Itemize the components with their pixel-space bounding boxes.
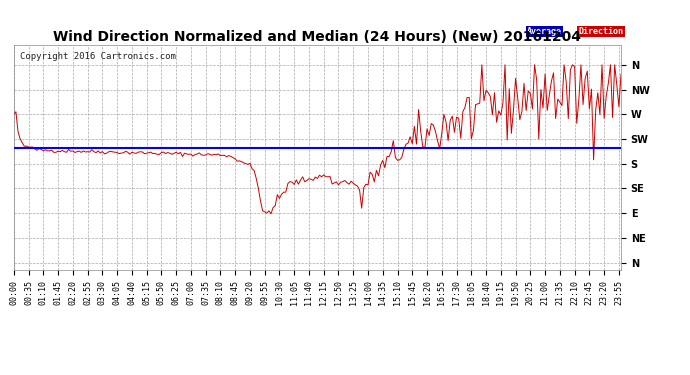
Text: Copyright 2016 Cartronics.com: Copyright 2016 Cartronics.com [20, 52, 176, 61]
Text: Direction: Direction [578, 27, 624, 36]
Text: Average: Average [527, 27, 562, 36]
Title: Wind Direction Normalized and Median (24 Hours) (New) 20161204: Wind Direction Normalized and Median (24… [53, 30, 582, 44]
